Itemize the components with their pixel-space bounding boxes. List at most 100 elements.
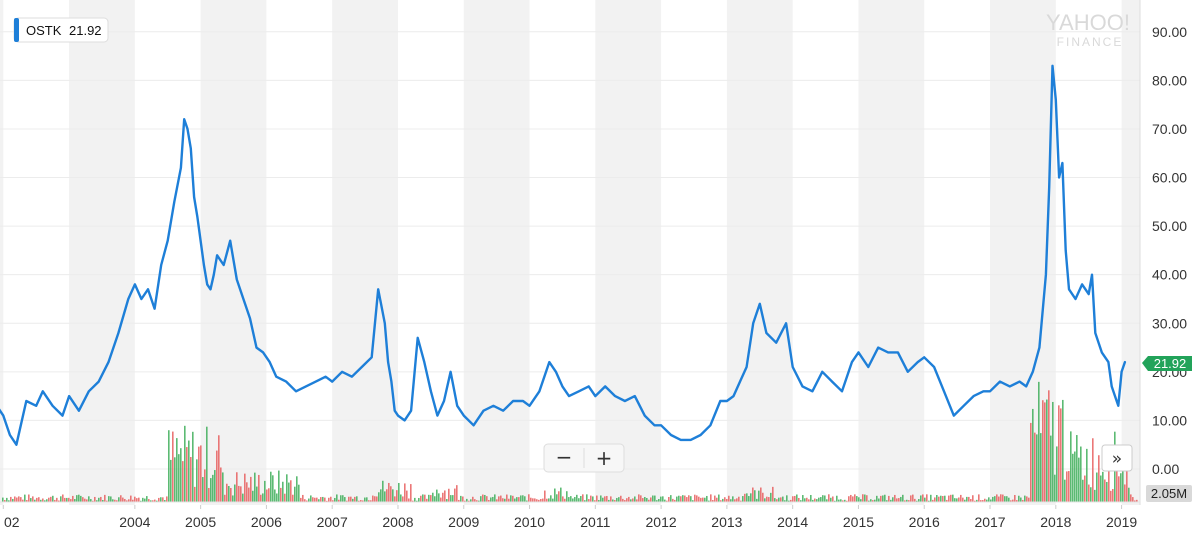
year-band (858, 0, 925, 505)
volume-bar (756, 498, 758, 502)
volume-bar (728, 495, 730, 502)
x-axis: 02 2004 2005 2006 2007 2008 2009 2010 2011 2012 20… (2, 505, 1137, 530)
volume-bar (202, 477, 204, 502)
volume-bar (432, 492, 434, 502)
volume-bar (636, 499, 638, 502)
volume-bar (852, 496, 854, 502)
volume-bar (342, 495, 344, 502)
volume-bar (292, 494, 294, 502)
volume-bar (66, 497, 68, 502)
volume-bar (1060, 408, 1062, 502)
volume-bar (254, 472, 256, 502)
volume-bar (800, 500, 802, 502)
volume-bars (0, 381, 1140, 503)
volume-bar (1098, 455, 1100, 502)
year-band (595, 0, 662, 505)
volume-bar (682, 495, 684, 502)
volume-bar (320, 497, 322, 502)
volume-bar (1122, 454, 1124, 502)
volume-bar (286, 474, 288, 502)
volume-bar (538, 499, 540, 502)
volume-bar (460, 495, 462, 502)
volume-bar (956, 498, 958, 502)
volume-bar (992, 496, 994, 502)
year-band (332, 0, 398, 505)
volume-bar (562, 496, 564, 502)
volume-bar (408, 498, 410, 502)
volume-bar (406, 490, 408, 502)
zoom-out-button[interactable]: − (544, 444, 584, 472)
volume-bar (1012, 499, 1014, 502)
zoom-in-button[interactable]: + (584, 444, 624, 472)
volume-bar (8, 500, 10, 502)
volume-bar (860, 499, 862, 502)
volume-bar (898, 498, 900, 502)
volume-bar (252, 490, 254, 502)
volume-bar (204, 469, 206, 502)
volume-bar (764, 498, 766, 502)
volume-bar (652, 495, 654, 502)
volume-bar (222, 472, 224, 502)
volume-bar (166, 496, 168, 502)
volume-bar (142, 497, 144, 502)
volume-bar (878, 498, 880, 502)
scroll-forward-button[interactable]: » (1101, 444, 1133, 472)
volume-bar (296, 476, 298, 502)
volume-bar (116, 500, 118, 502)
year-band (69, 0, 135, 505)
volume-bar (462, 496, 464, 502)
volume-bar (900, 496, 902, 502)
volume-bar (1010, 500, 1012, 502)
volume-bar (98, 497, 100, 502)
volume-bar (890, 499, 892, 502)
volume-bar (244, 473, 246, 502)
volume-bar (208, 487, 210, 502)
ticker-chip[interactable]: OSTK 21.92 (13, 17, 109, 43)
volume-bar (1052, 401, 1054, 502)
volume-bar (58, 500, 60, 502)
volume-bar (772, 486, 774, 502)
y-tick-label: 80.00 (1152, 72, 1187, 88)
y-tick-label: 50.00 (1152, 218, 1187, 234)
volume-bar (592, 496, 594, 502)
volume-bar (310, 495, 312, 502)
volume-bar (194, 486, 196, 502)
volume-bar (224, 494, 226, 502)
volume-bar (526, 500, 528, 502)
volume-bar (1056, 446, 1058, 502)
volume-bar (736, 498, 738, 502)
volume-bar (650, 497, 652, 502)
volume-bar (758, 490, 760, 502)
volume-bar (184, 425, 186, 502)
volume-bar (1074, 451, 1076, 502)
volume-bar (504, 498, 506, 502)
volume-bar (934, 497, 936, 502)
volume-bar (500, 495, 502, 502)
x-tick-label: 2009 (448, 514, 479, 530)
volume-bar (238, 485, 240, 502)
volume-bar (730, 499, 732, 502)
volume-bar (480, 496, 482, 502)
volume-bar (70, 499, 72, 502)
volume-bar (606, 495, 608, 502)
volume-bar (152, 500, 154, 502)
volume-bar (1014, 494, 1016, 502)
y-tick-label: 10.00 (1152, 412, 1187, 428)
volume-bar (374, 496, 376, 502)
volume-bar (954, 498, 956, 502)
volume-bar (50, 496, 52, 502)
volume-bar (138, 497, 140, 502)
volume-bar (430, 495, 432, 502)
volume-bar (722, 498, 724, 502)
volume-bar (968, 496, 970, 502)
volume-bar (724, 497, 726, 502)
volume-bar (548, 498, 550, 502)
volume-bar (708, 500, 710, 502)
volume-bar (10, 496, 12, 502)
volume-bar (554, 488, 556, 502)
volume-bar (258, 474, 260, 502)
volume-bar (200, 445, 202, 502)
volume-bar (824, 495, 826, 502)
volume-bar (490, 497, 492, 502)
volume-badge: 2.05M (1146, 485, 1192, 502)
